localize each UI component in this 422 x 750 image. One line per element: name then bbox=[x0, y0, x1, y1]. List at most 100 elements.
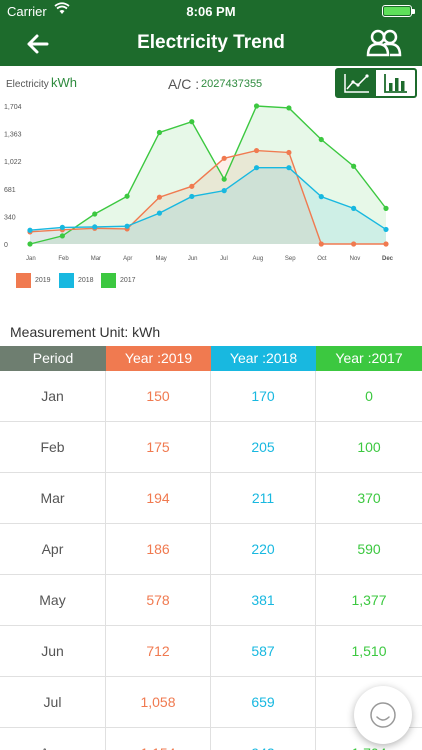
y-tick-label: 681 bbox=[4, 187, 16, 194]
legend-item-2017: 2017 bbox=[101, 273, 136, 288]
account-label: A/C : bbox=[168, 76, 200, 92]
page-title: Electricity Trend bbox=[137, 32, 285, 53]
data-point-2018 bbox=[318, 194, 324, 200]
table-row: Jul 1,058 659 bbox=[0, 677, 422, 728]
bar-chart-icon bbox=[383, 74, 407, 93]
cell-y2017: 1,377 bbox=[351, 592, 387, 608]
data-point-2018 bbox=[189, 193, 195, 200]
trend-chart-svg: 1,704 1,363 1,022 681 340 0 Jan Feb Mar Apr May Jun… bbox=[4, 103, 394, 262]
data-point-2019 bbox=[189, 183, 195, 189]
header-2018: Year :2018 bbox=[211, 346, 316, 371]
series-area-2019 bbox=[30, 150, 386, 244]
cell-y2017: 590 bbox=[357, 541, 381, 557]
table-row: Apr 186 220 590 bbox=[0, 524, 422, 575]
x-tick-label: Feb bbox=[58, 256, 69, 262]
table-header: Period Year :2019 Year :2018 Year :2017 bbox=[0, 346, 422, 371]
cell-period: Aug bbox=[0, 728, 106, 750]
series-line-2018 bbox=[29, 167, 387, 231]
cell-y2018: 659 bbox=[211, 677, 316, 727]
x-tick-label: Sep bbox=[285, 256, 296, 262]
table-row: Jun 712 587 1,510 bbox=[0, 626, 422, 677]
cell-y2018: 170 bbox=[211, 371, 316, 421]
cell-y2018: 942 bbox=[211, 728, 316, 750]
cell-y2019: 175 bbox=[106, 422, 211, 472]
users-icon[interactable] bbox=[366, 28, 402, 58]
trend-chart: 1,704 1,363 1,022 681 340 0 Jan Feb Mar Apr May Jun… bbox=[0, 98, 422, 290]
legend-label-2019: 2019 bbox=[35, 277, 51, 284]
data-point-2018 bbox=[156, 210, 163, 216]
x-tick-label: Oct bbox=[317, 256, 327, 262]
data-point-2017 bbox=[92, 211, 98, 217]
cell-period: Jun bbox=[0, 626, 106, 676]
battery-icon bbox=[382, 5, 415, 17]
carrier-label: Carrier bbox=[7, 4, 47, 19]
data-point-2017 bbox=[253, 103, 260, 109]
legend-item-2019: 2019 bbox=[16, 273, 51, 288]
data-point-2017 bbox=[189, 119, 195, 125]
x-tick-label: Nov bbox=[350, 256, 361, 262]
cell-y2018: 381 bbox=[211, 575, 316, 625]
header-period: Period bbox=[0, 346, 106, 371]
table-row: Aug1,1549421,704 bbox=[0, 728, 422, 750]
table-row: Feb 175 205 100 bbox=[0, 422, 422, 473]
table-body: Jan 150 170 0 Feb 175 205 100 Mar 194 211 370 Apr 186… bbox=[0, 371, 422, 750]
y-tick-label: 0 bbox=[4, 242, 8, 249]
chart-type-toggle bbox=[335, 68, 417, 98]
cell-y2017: 1,510 bbox=[351, 643, 387, 659]
legend-label-2018: 2018 bbox=[78, 277, 94, 284]
cell-period: Feb bbox=[0, 422, 106, 472]
x-tick-label: Mar bbox=[91, 256, 101, 262]
data-point-2019 bbox=[156, 194, 163, 200]
cell-period: Jul bbox=[0, 677, 106, 727]
data-point-2019 bbox=[318, 241, 324, 247]
data-point-2017 bbox=[351, 163, 357, 169]
data-point-2019 bbox=[221, 155, 227, 161]
cell-y2019: 150 bbox=[106, 371, 211, 421]
y-tick-label: 1,704 bbox=[4, 104, 22, 111]
data-point-2017 bbox=[318, 136, 324, 143]
series-area-2017 bbox=[30, 106, 386, 244]
data-point-2018 bbox=[383, 226, 389, 233]
data-point-2019 bbox=[383, 241, 389, 247]
data-point-2018 bbox=[124, 223, 130, 229]
consumption-table: Period Year :2019 Year :2018 Year :2017 … bbox=[0, 346, 422, 750]
account-info: Electricity kWh A/C : 2027437355 bbox=[0, 66, 422, 100]
line-chart-option[interactable] bbox=[337, 70, 376, 96]
data-point-2017 bbox=[286, 105, 292, 111]
y-tick-label: 1,022 bbox=[4, 159, 22, 166]
data-point-2018 bbox=[59, 224, 65, 230]
table-row: Mar 194 211 370 bbox=[0, 473, 422, 524]
chat-button[interactable] bbox=[354, 686, 412, 744]
cell-y2017: 0 bbox=[365, 388, 373, 404]
cell-period: Jan bbox=[0, 371, 106, 421]
app-header: Carrier 8:06 PM Electricity Trend bbox=[0, 0, 422, 66]
cell-y2019: 712 bbox=[106, 626, 211, 676]
series-line-2017 bbox=[29, 105, 387, 245]
cell-y2018: 211 bbox=[211, 473, 316, 523]
data-point-2017 bbox=[383, 205, 389, 211]
cell-y2019: 578 bbox=[106, 575, 211, 625]
cell-y2017: 1,704 bbox=[316, 728, 422, 750]
series-line-2019 bbox=[29, 149, 386, 245]
smiley-icon bbox=[370, 702, 396, 728]
x-tick-label: Jun bbox=[188, 256, 198, 262]
y-tick-label: 1,363 bbox=[4, 132, 22, 139]
table-row: Jan 150 170 0 bbox=[0, 371, 422, 422]
cell-y2018: 587 bbox=[211, 626, 316, 676]
data-point-2019 bbox=[253, 147, 260, 154]
data-point-2018 bbox=[253, 165, 260, 171]
data-point-2017 bbox=[59, 233, 65, 239]
data-point-2017 bbox=[221, 176, 227, 182]
cell-y2019: 194 bbox=[106, 473, 211, 523]
back-arrow-icon[interactable] bbox=[24, 30, 52, 58]
bar-chart-option[interactable] bbox=[376, 70, 415, 96]
x-tick-label: Jul bbox=[220, 256, 228, 262]
wifi-icon bbox=[54, 2, 70, 19]
cell-y2019: 1,058 bbox=[106, 677, 211, 727]
nav-bar: Electricity Trend bbox=[0, 22, 422, 66]
y-tick-label: 340 bbox=[4, 214, 16, 221]
data-point-2017 bbox=[124, 193, 130, 199]
cell-period: Apr bbox=[0, 524, 106, 574]
data-point-2019 bbox=[286, 149, 292, 156]
cell-period: May bbox=[0, 575, 106, 625]
